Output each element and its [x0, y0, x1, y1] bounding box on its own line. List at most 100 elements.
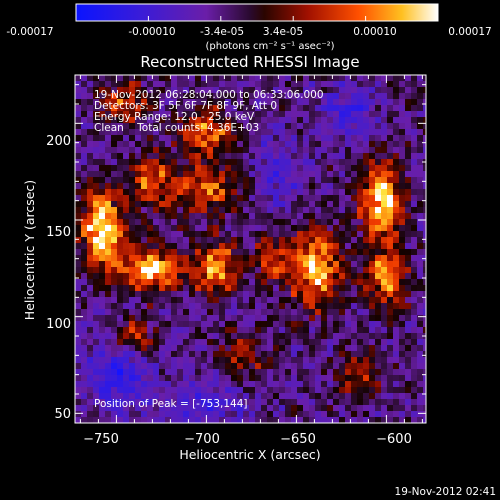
heatmap-cell [195, 93, 202, 100]
heatmap-cell [321, 327, 328, 334]
heatmap-cell [129, 321, 136, 328]
heatmap-cell [243, 99, 250, 106]
heatmap-cell [285, 321, 292, 328]
heatmap-cell [363, 363, 370, 370]
heatmap-cell [201, 261, 208, 268]
heatmap-cell [159, 147, 166, 154]
heatmap-cell [315, 195, 322, 202]
heatmap-cell [375, 399, 382, 406]
heatmap-cell [243, 303, 250, 310]
heatmap-cell [267, 339, 274, 346]
heatmap-cell [261, 399, 268, 406]
heatmap-cell [99, 231, 106, 238]
heatmap-cell [423, 267, 426, 274]
heatmap-cell [381, 153, 388, 160]
heatmap-cell [357, 243, 364, 250]
heatmap-cell [393, 249, 400, 256]
heatmap-cell [183, 249, 190, 256]
heatmap-cell [261, 243, 268, 250]
heatmap-cell [177, 393, 184, 400]
heatmap-cell [135, 417, 142, 423]
heatmap-cell [321, 123, 328, 130]
heatmap-cell [387, 99, 394, 106]
heatmap-cell [165, 417, 172, 423]
heatmap-cell [129, 81, 136, 88]
heatmap-cell [399, 237, 406, 244]
heatmap-cell [387, 201, 394, 208]
heatmap-cell [375, 255, 382, 262]
heatmap-cell [255, 267, 262, 274]
heatmap-cell [231, 303, 238, 310]
heatmap-cell [183, 327, 190, 334]
heatmap-cell [363, 393, 370, 400]
heatmap-cell [423, 339, 426, 346]
heatmap-cell [273, 93, 280, 100]
heatmap-cell [219, 255, 226, 262]
heatmap-cell [183, 195, 190, 202]
heatmap-cell [315, 201, 322, 208]
heatmap-cell [129, 357, 136, 364]
heatmap-cell [267, 231, 274, 238]
heatmap-cell [135, 267, 142, 274]
heatmap-cell [393, 405, 400, 412]
heatmap-cell [399, 87, 406, 94]
heatmap-cell [309, 267, 316, 274]
heatmap-cell [375, 237, 382, 244]
heatmap-cell [297, 303, 304, 310]
heatmap-cell [153, 315, 160, 322]
heatmap-cell [423, 387, 426, 394]
heatmap-cell [273, 123, 280, 130]
heatmap-cell [417, 303, 424, 310]
heatmap-cell [375, 375, 382, 382]
heatmap-cell [225, 411, 232, 418]
heatmap-cell [117, 237, 124, 244]
heatmap-cell [339, 177, 346, 184]
heatmap-cell [393, 177, 400, 184]
heatmap-cell [255, 405, 262, 412]
heatmap-cell [297, 351, 304, 358]
heatmap-cell [165, 363, 172, 370]
heatmap-cell [309, 399, 316, 406]
heatmap-cell [183, 399, 190, 406]
heatmap-cell [417, 171, 424, 178]
heatmap-cell [273, 135, 280, 142]
heatmap-cell [369, 225, 376, 232]
heatmap-cell [213, 159, 220, 166]
heatmap-cell [105, 207, 112, 214]
heatmap-cell [297, 75, 304, 82]
heatmap-cell [387, 261, 394, 268]
footer-timestamp: 19-Nov-2012 02:41 [395, 486, 496, 498]
heatmap-cell [345, 321, 352, 328]
heatmap-cell [159, 153, 166, 160]
heatmap-cell [153, 75, 160, 82]
heatmap-cell [99, 105, 106, 112]
heatmap-cell [75, 267, 82, 274]
heatmap-cell [99, 93, 106, 100]
heatmap-cell [381, 297, 388, 304]
heatmap-cell [291, 357, 298, 364]
heatmap-cell [315, 105, 322, 112]
heatmap-cell [81, 99, 88, 106]
heatmap-cell [345, 183, 352, 190]
heatmap-cell [231, 135, 238, 142]
heatmap-cell [105, 315, 112, 322]
heatmap-cell [243, 285, 250, 292]
heatmap-cell [351, 297, 358, 304]
heatmap-cell [87, 213, 94, 220]
heatmap-cell [171, 171, 178, 178]
heatmap-cell [279, 297, 286, 304]
heatmap-cell [417, 315, 424, 322]
heatmap-cell [93, 123, 100, 130]
heatmap-cell [177, 291, 184, 298]
heatmap-cell [135, 123, 142, 130]
heatmap-cell [237, 225, 244, 232]
heatmap-cell [207, 165, 214, 172]
heatmap-cell [321, 87, 328, 94]
heatmap-cell [249, 303, 256, 310]
heatmap-cell [201, 345, 208, 352]
heatmap-cell [387, 327, 394, 334]
heatmap-cell [93, 399, 100, 406]
heatmap-cell [195, 297, 202, 304]
heatmap-cell [231, 177, 238, 184]
heatmap-cell [339, 171, 346, 178]
